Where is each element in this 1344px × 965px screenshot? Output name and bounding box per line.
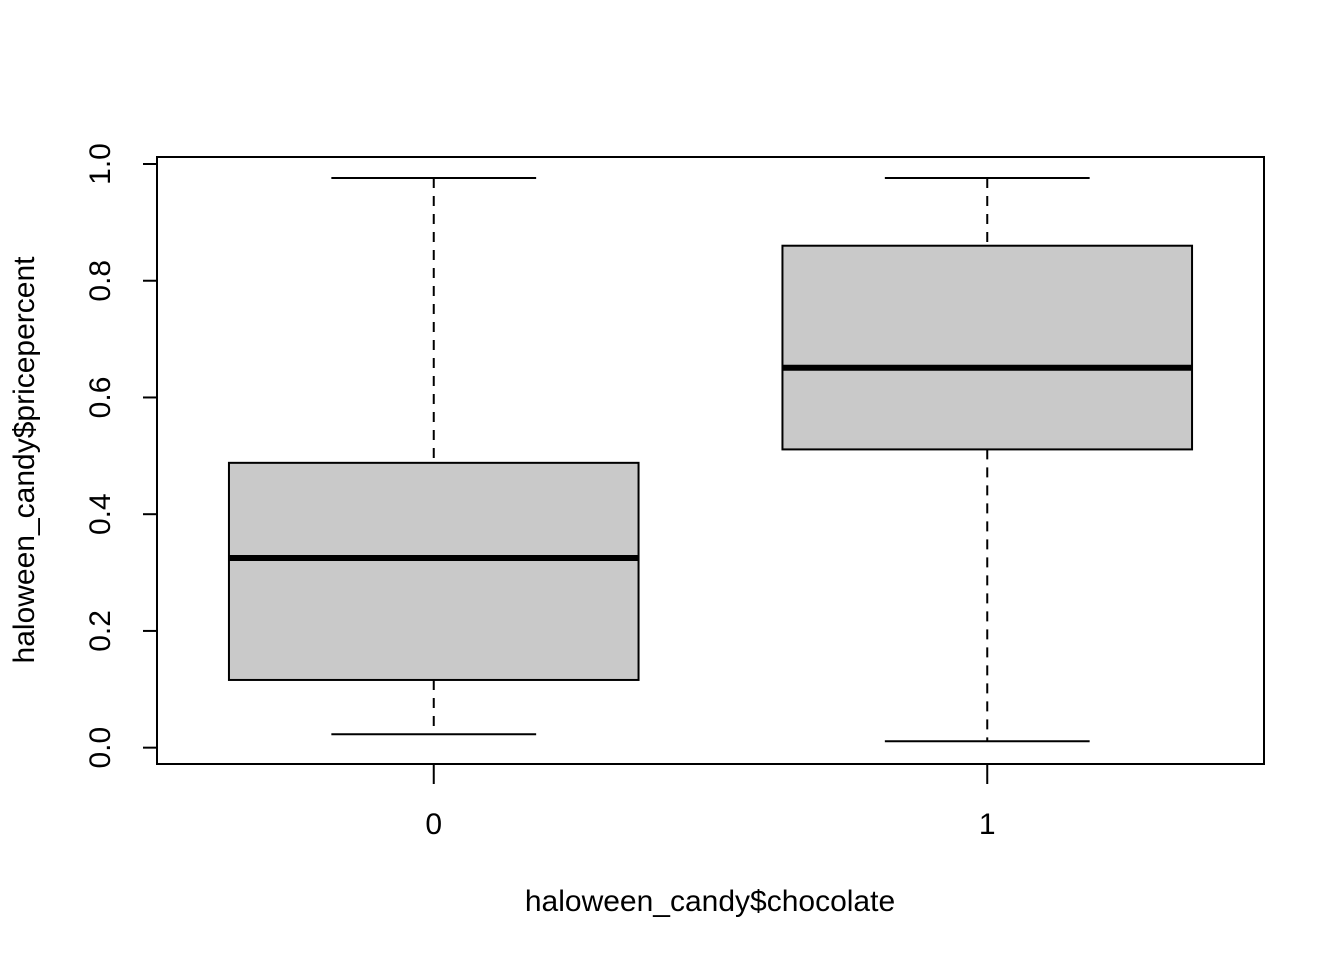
y-tick-label: 0.6 [84,377,117,419]
y-axis: 0.0 0.2 0.4 0.6 0.8 1.0 [84,143,158,769]
y-tick-label: 0.0 [84,727,117,769]
box-iqr [227,461,640,681]
x-tick-label: 0 [425,808,442,841]
y-axis-label: haloween_candy$pricepercent [8,256,41,664]
y-tick-label: 0.2 [84,610,117,652]
box-group-0 [227,177,640,736]
y-tick-label: 1.0 [84,143,117,185]
y-tick-label: 0.4 [84,493,117,535]
y-tick-label: 0.8 [84,260,117,302]
x-tick-label: 1 [979,808,996,841]
box-iqr [781,244,1194,451]
box-group-1 [781,177,1194,743]
x-axis-label: haloween_candy$chocolate [525,885,895,918]
plot-marks [227,177,1194,743]
